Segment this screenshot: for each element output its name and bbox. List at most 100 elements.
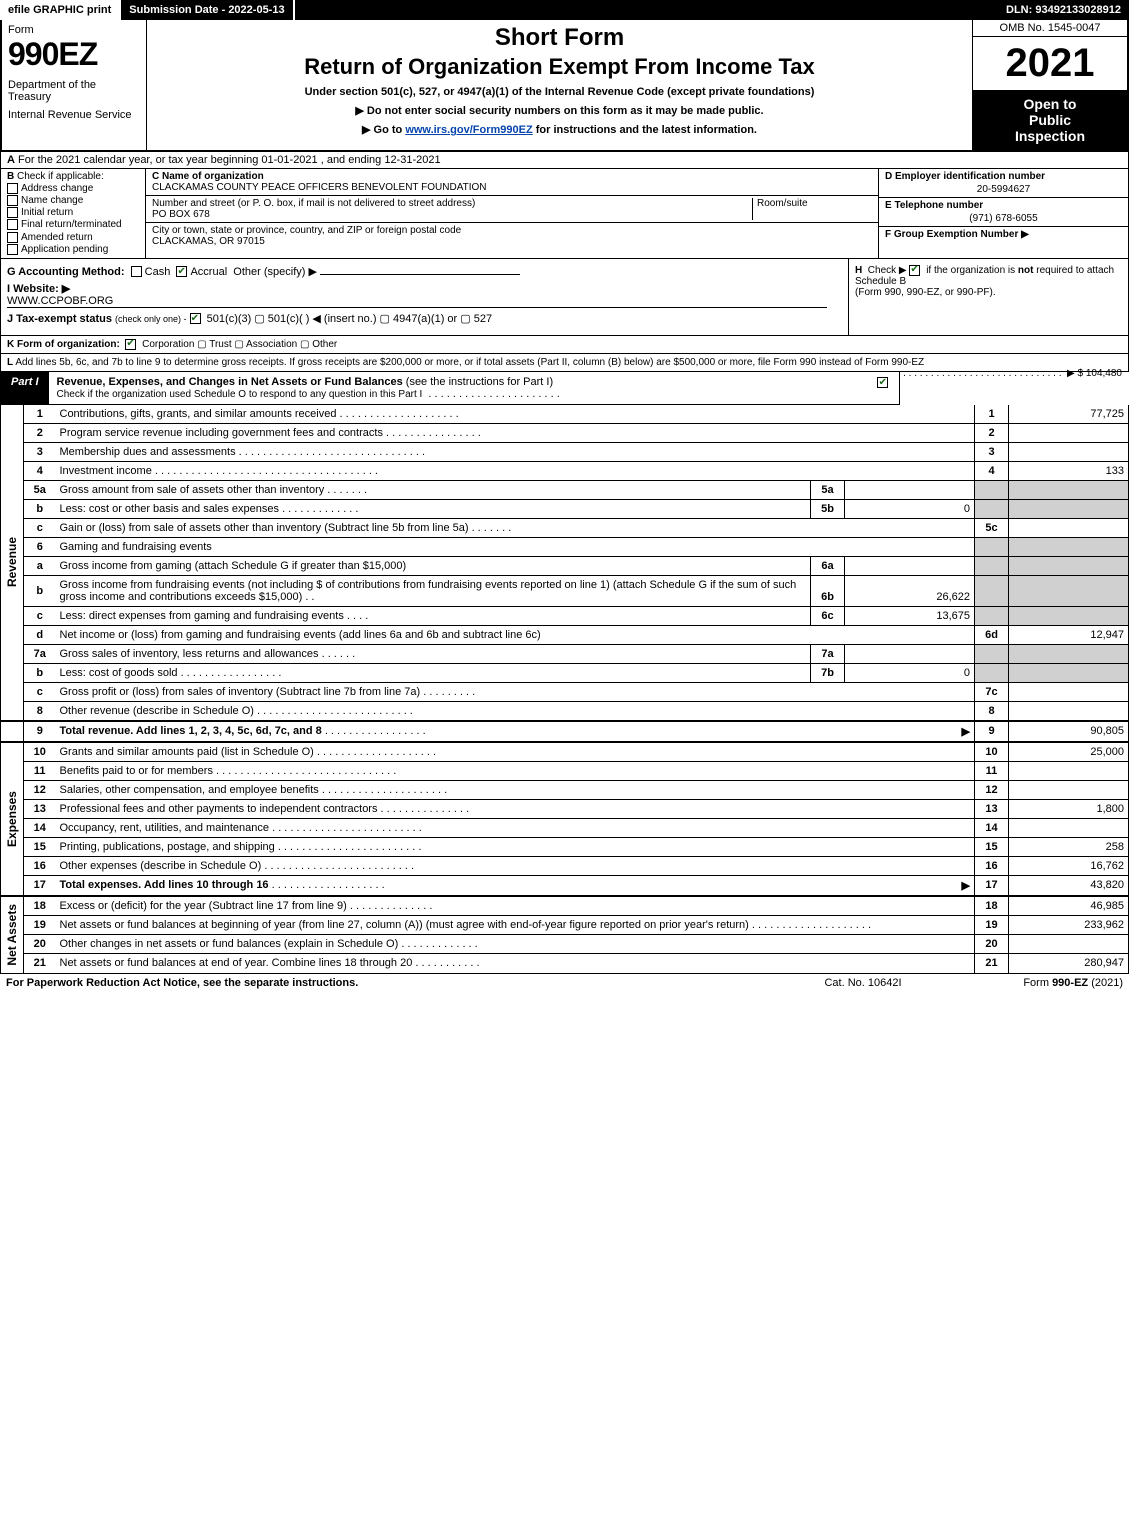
cb-amended-return[interactable]: Amended return: [7, 232, 139, 243]
ein-row: D Employer identification number 20-5994…: [879, 169, 1128, 198]
line-7c: c Gross profit or (loss) from sales of i…: [1, 682, 1129, 701]
cb-address-change[interactable]: Address change: [7, 183, 139, 194]
h-check: Check ▶: [868, 265, 907, 276]
line-15: 15 Printing, publications, postage, and …: [1, 837, 1129, 856]
website[interactable]: WWW.CCPOBF.ORG: [7, 295, 827, 308]
org-name-row: C Name of organization CLACKAMAS COUNTY …: [146, 169, 878, 196]
check-if-applicable: Check if applicable:: [17, 171, 104, 182]
street: PO BOX 678: [152, 209, 210, 220]
amt-18: 46,985: [1009, 896, 1129, 916]
k-opts: Corporation ▢ Trust ▢ Association ▢ Othe…: [142, 339, 337, 350]
amt-6b: 26,622: [845, 575, 975, 606]
city-row: City or town, state or province, country…: [146, 223, 878, 249]
amt-19: 233,962: [1009, 916, 1129, 935]
insp-3: Inspection: [1015, 128, 1085, 144]
amt-5c: [1009, 518, 1129, 537]
amt-6c: 13,675: [845, 606, 975, 625]
row-a-text: For the 2021 calendar year, or tax year …: [18, 154, 441, 166]
h-label: H: [855, 265, 862, 276]
irs-link[interactable]: www.irs.gov/Form990EZ: [405, 124, 532, 136]
header-bar: efile GRAPHIC print Submission Date - 20…: [0, 0, 1129, 20]
line-4: 4 Investment income . . . . . . . . . . …: [1, 461, 1129, 480]
telephone: (971) 678-6055: [885, 211, 1122, 224]
cb-final-return[interactable]: Final return/terminated: [7, 219, 139, 230]
irs-label: Internal Revenue Service: [8, 109, 140, 121]
j-label: J Tax-exempt status: [7, 313, 112, 325]
cb-accrual[interactable]: [176, 266, 187, 277]
arrow-17-icon: ▶: [962, 879, 970, 892]
gh-block: G Accounting Method: Cash Accrual Other …: [0, 259, 1129, 336]
cb-cash[interactable]: [131, 266, 142, 277]
g-other-blank[interactable]: [320, 274, 520, 275]
line-19: 19 Net assets or fund balances at beginn…: [1, 916, 1129, 935]
h-forms: (Form 990, 990-EZ, or 990-PF).: [855, 287, 996, 298]
amt-17: 43,820: [1009, 875, 1129, 896]
l-amount-wrap: . . . . . . . . . . . . . . . . . . . . …: [900, 368, 1122, 379]
goto-post: for instructions and the latest informat…: [533, 124, 757, 136]
group-exemption-row: F Group Exemption Number ▶: [879, 227, 1128, 242]
part-i-title-wrap: Revenue, Expenses, and Changes in Net As…: [49, 372, 870, 404]
arrow-9-icon: ▶: [962, 725, 970, 738]
group-exemption-label: F Group Exemption Number ▶: [885, 229, 1029, 240]
row-a: A For the 2021 calendar year, or tax yea…: [0, 152, 1129, 169]
line-17: 17 Total expenses. Add lines 10 through …: [1, 875, 1129, 896]
under-section: Under section 501(c), 527, or 4947(a)(1)…: [155, 86, 964, 98]
street-row: Number and street (or P. O. box, if mail…: [146, 196, 878, 223]
cb-schedule-o-used[interactable]: [877, 377, 888, 388]
line-8: 8 Other revenue (describe in Schedule O)…: [1, 701, 1129, 721]
row-i: I Website: ▶ WWW.CCPOBF.ORG: [7, 282, 842, 308]
amt-3: [1009, 442, 1129, 461]
line-6b: b Gross income from fundraising events (…: [1, 575, 1129, 606]
org-name: CLACKAMAS COUNTY PEACE OFFICERS BENEVOLE…: [152, 182, 487, 193]
line-9: 9 Total revenue. Add lines 1, 2, 3, 4, 5…: [1, 721, 1129, 742]
form-number: 990EZ: [8, 36, 140, 73]
name-label: C Name of organization: [152, 171, 264, 182]
dln-number: DLN: 93492133028912: [998, 0, 1129, 20]
spacer: [295, 0, 998, 20]
row-l: L Add lines 5b, 6c, and 7b to line 9 to …: [0, 354, 1129, 372]
part-i-title: Revenue, Expenses, and Changes in Net As…: [57, 376, 403, 388]
ssn-notice: ▶ Do not enter social security numbers o…: [155, 104, 964, 117]
inspection-badge: Open to Public Inspection: [973, 90, 1127, 150]
k-label: K Form of organization:: [7, 339, 120, 350]
submission-date: Submission Date - 2022-05-13: [121, 0, 294, 20]
line-5b: b Less: cost or other basis and sales ex…: [1, 499, 1129, 518]
line-10: Expenses 10 Grants and similar amounts p…: [1, 742, 1129, 762]
box-c: C Name of organization CLACKAMAS COUNTY …: [146, 169, 878, 258]
cb-application-pending[interactable]: Application pending: [7, 244, 139, 255]
form-ref: Form 990-EZ (2021): [963, 977, 1123, 989]
amt-6a: [845, 556, 975, 575]
amt-14: [1009, 818, 1129, 837]
part-i-tab: Part I: [1, 372, 49, 404]
paperwork-notice: For Paperwork Reduction Act Notice, see …: [6, 977, 763, 989]
cb-501c3[interactable]: [190, 313, 201, 324]
side-label-expenses: Expenses: [1, 742, 24, 896]
tax-year: 2021: [973, 37, 1127, 90]
cb-corporation[interactable]: [125, 339, 136, 350]
row-k: K Form of organization: Corporation ▢ Tr…: [0, 336, 1129, 354]
row-j: J Tax-exempt status (check only one) - 5…: [7, 312, 842, 325]
gh-left: G Accounting Method: Cash Accrual Other …: [1, 259, 848, 335]
page-footer: For Paperwork Reduction Act Notice, see …: [0, 974, 1129, 992]
tel-row: E Telephone number (971) 678-6055: [879, 198, 1128, 227]
line-6d: d Net income or (loss) from gaming and f…: [1, 625, 1129, 644]
j-opts: 501(c)(3) ▢ 501(c)( ) ◀ (insert no.) ▢ 4…: [207, 313, 492, 325]
line-5a: 5a Gross amount from sale of assets othe…: [1, 480, 1129, 499]
dept-treasury: Department of the Treasury: [8, 79, 140, 103]
line-3: 3 Membership dues and assessments . . . …: [1, 442, 1129, 461]
side-label-revenue: Revenue: [1, 405, 24, 721]
amt-8: [1009, 701, 1129, 721]
amt-5a: [845, 480, 975, 499]
cb-initial-return[interactable]: Initial return: [7, 207, 139, 218]
line-2: 2 Program service revenue including gove…: [1, 423, 1129, 442]
street-label: Number and street (or P. O. box, if mail…: [152, 198, 475, 209]
i-label: I Website: ▶: [7, 283, 70, 295]
cb-name-change[interactable]: Name change: [7, 195, 139, 206]
amt-1: 77,725: [1009, 405, 1129, 424]
cb-sched-b-not-required[interactable]: [909, 265, 920, 276]
box-b: B Check if applicable: Address change Na…: [1, 169, 146, 258]
efile-graphic-print[interactable]: efile GRAPHIC print: [0, 0, 121, 20]
line-6: 6 Gaming and fundraising events: [1, 537, 1129, 556]
box-def: D Employer identification number 20-5994…: [878, 169, 1128, 258]
amt-4: 133: [1009, 461, 1129, 480]
